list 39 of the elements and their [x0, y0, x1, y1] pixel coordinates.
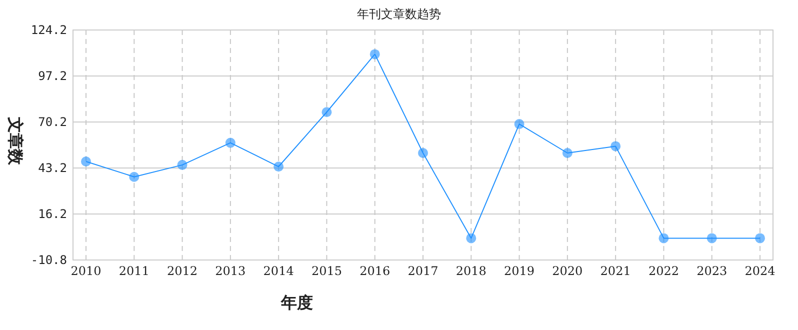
y-tick-label: -10.8 [30, 253, 67, 267]
x-tick-label: 2010 [70, 264, 102, 278]
point [225, 138, 236, 148]
point [466, 233, 476, 244]
y-tick-label: 16.2 [38, 207, 67, 221]
point [129, 172, 140, 182]
point [610, 141, 621, 152]
x-tick-label: 2021 [600, 264, 631, 278]
point [322, 107, 332, 118]
x-tick-label: 2020 [552, 264, 583, 278]
x-tick-label: 2011 [118, 264, 150, 278]
x-tick-label: 2017 [408, 264, 438, 278]
point [658, 233, 669, 244]
x-tick-label: 2018 [456, 264, 486, 278]
x-tick-label: 2014 [263, 264, 294, 278]
point [81, 156, 91, 167]
x-tick-label: 2022 [648, 264, 679, 278]
y-tick-label: 97.2 [38, 69, 67, 83]
point [370, 49, 380, 60]
x-tick-label: 2016 [360, 264, 390, 278]
point [755, 233, 765, 244]
point [177, 160, 188, 170]
y-tick-label: 43.2 [38, 161, 67, 175]
point [418, 148, 428, 158]
point [562, 148, 572, 158]
y-tick-label: 70.2 [38, 115, 67, 129]
chart-title: 年刊文章数趋势 [357, 7, 441, 21]
y-axis-title: 文章数 [6, 116, 24, 166]
point [514, 119, 524, 130]
x-tick-label: 2023 [696, 264, 728, 278]
x-tick-label: 2013 [215, 264, 246, 278]
x-tick-label: 2012 [167, 264, 198, 278]
point [706, 233, 717, 244]
x-tick-label: 2019 [504, 264, 535, 278]
point [274, 162, 284, 172]
x-tick-label: 2015 [311, 264, 342, 278]
x-tick-label: 2024 [744, 264, 776, 278]
y-tick-label: 124.2 [30, 23, 67, 37]
x-axis-title: 年度 [280, 293, 313, 312]
